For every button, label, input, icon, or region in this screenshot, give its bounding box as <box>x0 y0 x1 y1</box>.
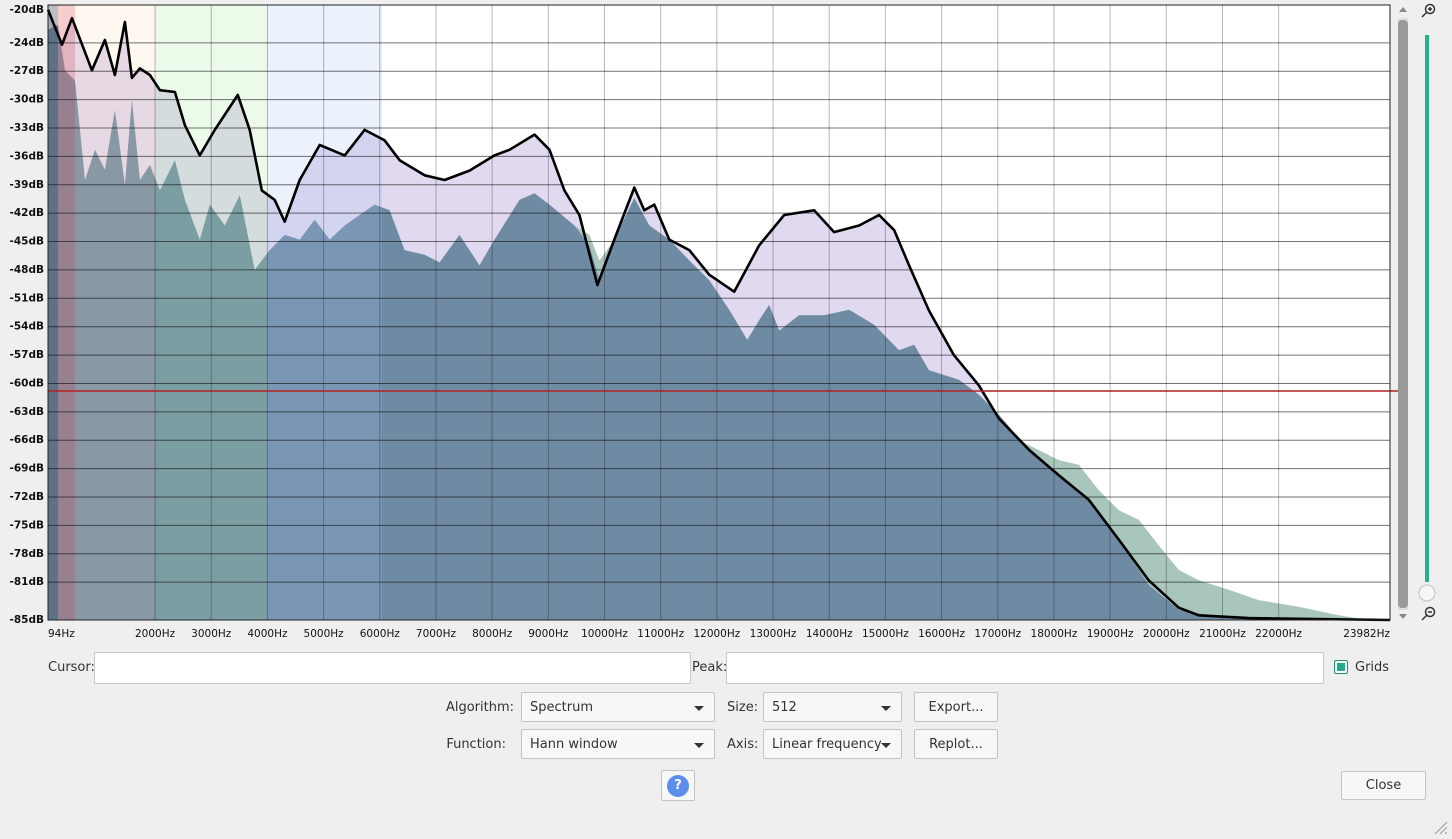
x-tick-label: 6000Hz <box>360 628 401 640</box>
y-tick-label: -85dB <box>10 614 45 626</box>
resize-grip[interactable] <box>1432 819 1448 835</box>
x-tick-label: 23982Hz <box>1343 628 1390 640</box>
x-tick-label: 13000Hz <box>750 628 797 640</box>
grids-checkbox[interactable] <box>1334 660 1348 674</box>
spectrum-area <box>48 24 1390 620</box>
y-tick-label: -66dB <box>10 434 45 446</box>
y-tick-label: -48dB <box>10 264 45 276</box>
y-tick-label: -54dB <box>10 321 45 333</box>
y-tick-label: -39dB <box>10 179 45 191</box>
grid <box>47 4 1391 621</box>
peak-label: Peak: <box>692 660 728 675</box>
x-tick-label: 19000Hz <box>1087 628 1134 640</box>
y-tick-label: -36dB <box>10 150 45 162</box>
band <box>155 5 268 620</box>
ticks: 94Hz 2000Hz 3000Hz 4000Hz 5000Hz 6000Hz 7000Hz… <box>10 4 1391 640</box>
y-tick-label: -57dB <box>10 349 45 361</box>
y-tick-label: -60dB <box>10 377 45 389</box>
x-tick-label: 9000Hz <box>528 628 569 640</box>
y-tick-label: -78dB <box>10 548 45 560</box>
zoom-handle[interactable] <box>1418 584 1436 602</box>
band-shading <box>48 5 382 620</box>
x-tick-label: 12000Hz <box>693 628 740 640</box>
algorithm-label: Algorithm: <box>445 700 514 715</box>
x-tick-label: 3000Hz <box>191 628 232 640</box>
size-label: Size: <box>727 700 759 715</box>
y-tick-label: -20dB <box>10 4 45 16</box>
y-tick-label: -81dB <box>10 576 45 588</box>
x-tick-label: 16000Hz <box>918 628 965 640</box>
x-tick-label: 5000Hz <box>304 628 345 640</box>
plot-frame <box>47 4 1391 621</box>
export-button[interactable]: Export... <box>914 692 998 722</box>
outline <box>46 9 1408 622</box>
band <box>48 5 58 620</box>
algorithm-select[interactable]: Spectrum <box>521 692 715 722</box>
x-tick-label: 7000Hz <box>416 628 457 640</box>
band <box>75 5 155 620</box>
function-select[interactable]: Hann window <box>521 729 715 759</box>
x-tick-label: 94Hz <box>48 628 75 640</box>
areas <box>48 9 1390 620</box>
y-tick-label: -33dB <box>10 122 45 134</box>
x-tick-label: 2000Hz <box>135 628 176 640</box>
scroll-thumb[interactable] <box>1398 20 1408 608</box>
y-tick-label: -42dB <box>10 207 45 219</box>
help-icon: ? <box>667 775 689 797</box>
grids-label[interactable]: Grids <box>1355 660 1390 675</box>
x-tick-label: 21000Hz <box>1199 628 1246 640</box>
axis-select[interactable]: Linear frequency <box>763 729 902 759</box>
close-button[interactable]: Close <box>1341 771 1426 800</box>
x-tick-label: 20000Hz <box>1143 628 1190 640</box>
spectrum-plot: 94Hz 2000Hz 3000Hz 4000Hz 5000Hz 6000Hz 7000Hz… <box>10 3 1436 640</box>
y-tick-label: -72dB <box>10 491 45 503</box>
x-tick-label: 4000Hz <box>247 628 288 640</box>
x-tick-label: 10000Hz <box>581 628 628 640</box>
y-tick-label: -75dB <box>10 519 45 531</box>
y-tick-label: -30dB <box>10 94 45 106</box>
x-tick-label: 22000Hz <box>1255 628 1302 640</box>
y-tick-label: -27dB <box>10 65 45 77</box>
y-tick-label: -63dB <box>10 406 45 418</box>
replot-button[interactable]: Replot... <box>914 729 998 759</box>
x-tick-label: 11000Hz <box>637 628 684 640</box>
zoom-icons[interactable] <box>1421 3 1436 621</box>
y-tick-label: -51dB <box>10 292 45 304</box>
x-tick-label: 14000Hz <box>806 628 853 640</box>
x-tick-label: 18000Hz <box>1031 628 1078 640</box>
spectrum-outline <box>46 9 1391 622</box>
y-tick-label: -24dB <box>10 37 45 49</box>
cursor-label: Cursor: <box>48 660 95 675</box>
y-tick-label: -69dB <box>10 463 45 475</box>
x-tick-label: 15000Hz <box>862 628 909 640</box>
help-button[interactable]: ? <box>661 770 695 801</box>
size-select[interactable]: 512 <box>763 692 902 722</box>
axis-label: Axis: <box>727 737 759 752</box>
x-tick-label: 8000Hz <box>472 628 513 640</box>
band <box>268 5 382 620</box>
peak-field[interactable] <box>726 652 1324 684</box>
function-label: Function: <box>446 737 506 752</box>
x-tick-label: 17000Hz <box>974 628 1021 640</box>
y-tick-label: -45dB <box>10 236 45 248</box>
band <box>58 5 75 620</box>
cursor-field[interactable] <box>94 652 691 684</box>
